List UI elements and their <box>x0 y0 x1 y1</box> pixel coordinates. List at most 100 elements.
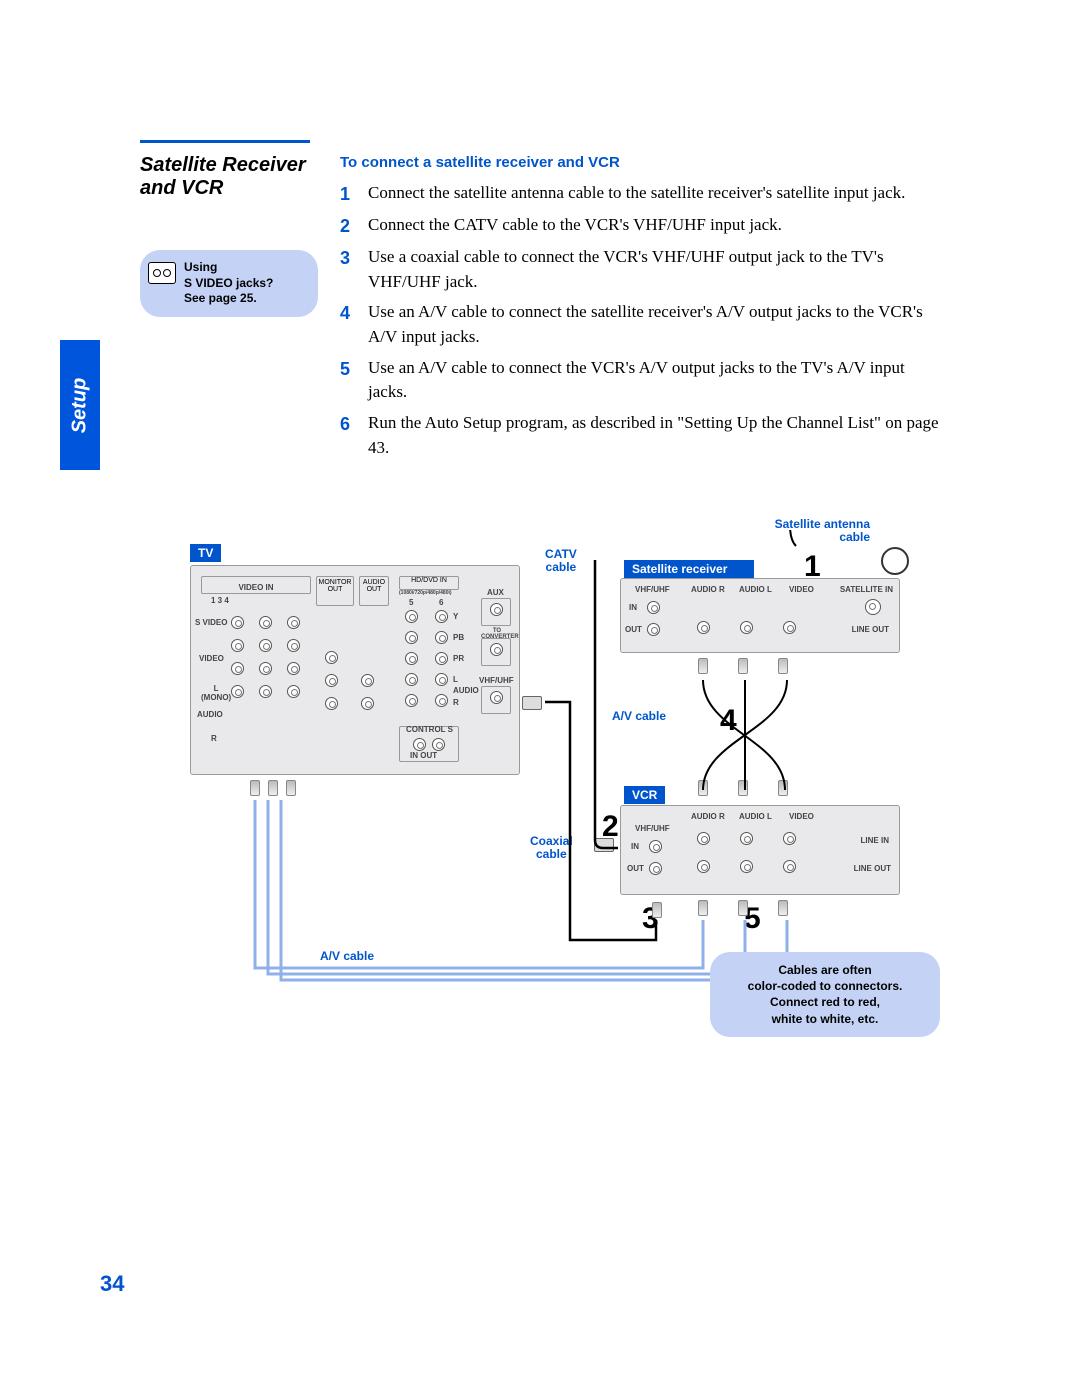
jack-icon <box>435 673 448 686</box>
tv-r2: R <box>453 698 459 707</box>
jack-icon <box>231 639 244 652</box>
tv-vhf: VHF/UHF <box>479 676 514 685</box>
jack-icon <box>405 610 418 623</box>
sat-panel: VHF/UHF IN OUT AUDIO R AUDIO L VIDEO SAT… <box>620 578 900 653</box>
plug-icon <box>778 658 788 674</box>
vcr-vhf: VHF/UHF <box>635 824 670 833</box>
wiring-diagram: TV Satellite receiver VCR CATV cable Sat… <box>150 530 940 1070</box>
hint-l3: See page 25. <box>184 291 257 305</box>
svideo-icon <box>148 262 176 284</box>
plug-icon <box>778 900 788 916</box>
section-title: Satellite Receiver and VCR <box>140 154 320 200</box>
jack-icon <box>287 616 300 629</box>
jack-icon <box>649 840 662 853</box>
tv-aux: AUX <box>487 588 504 597</box>
jack-icon <box>287 685 300 698</box>
plug-icon <box>738 780 748 796</box>
step-text: Use an A/V cable to connect the VCR's A/… <box>368 356 940 405</box>
cable-note-text: Cables are often color-coded to connecto… <box>748 963 903 1026</box>
jack-icon <box>231 616 244 629</box>
jack-icon <box>259 662 272 675</box>
tv-l2: L <box>453 675 458 684</box>
jack-icon <box>432 738 445 751</box>
jack-icon <box>740 860 753 873</box>
tv-col6: 6 <box>439 598 443 607</box>
hint-l2: S VIDEO jacks? <box>184 276 273 290</box>
jack-icon <box>740 621 753 634</box>
vcr-vid: VIDEO <box>789 812 814 821</box>
tv-hddvd: HD/DVD IN <box>399 576 459 590</box>
jack-icon <box>405 631 418 644</box>
step-list: 1Connect the satellite antenna cable to … <box>340 181 940 460</box>
sat-vhf: VHF/UHF <box>635 585 670 594</box>
jack-icon <box>435 610 448 623</box>
jack-icon <box>405 673 418 686</box>
chapter-tab: Setup <box>60 340 100 470</box>
tv-r-lbl: R <box>211 734 217 743</box>
tv-cols: 1 3 4 <box>211 596 229 605</box>
tv-video-in: VIDEO IN <box>238 583 273 592</box>
section-title-l1: Satellite Receiver <box>140 154 306 176</box>
sat-vid: VIDEO <box>789 585 814 594</box>
jack-icon <box>413 738 426 751</box>
jack-icon <box>740 832 753 845</box>
av-cable-2-label: A/V cable <box>320 950 374 963</box>
cable-color-note: Cables are often color-coded to connecto… <box>710 952 940 1037</box>
jack-icon <box>697 860 710 873</box>
step-item: 2Connect the CATV cable to the VCR's VHF… <box>340 213 940 239</box>
jack-icon <box>361 697 374 710</box>
jack-icon <box>649 862 662 875</box>
plug-icon <box>286 780 296 796</box>
document-page: Setup Satellite Receiver and VCR Using S… <box>100 140 980 151</box>
tv-panel: VIDEO IN 1 3 4 MONITOR OUT AUDIO OUT HD/… <box>190 565 520 775</box>
jack-icon <box>231 662 244 675</box>
step-num: 3 <box>340 245 368 294</box>
tv-inout: IN OUT <box>410 751 437 760</box>
step-text: Use an A/V cable to connect the satellit… <box>368 300 940 349</box>
jack-icon <box>647 601 660 614</box>
jack-icon <box>287 639 300 652</box>
tv-toconv: TO CONVERTER <box>481 628 513 640</box>
coax-connector-icon <box>522 696 542 710</box>
sat-al: AUDIO L <box>739 585 772 594</box>
step-item: 6Run the Auto Setup program, as describe… <box>340 411 940 460</box>
step-num: 5 <box>340 356 368 405</box>
sat-in: IN <box>629 603 637 612</box>
vcr-panel: VHF/UHF IN OUT AUDIO R AUDIO L VIDEO LIN… <box>620 805 900 895</box>
step-text: Connect the CATV cable to the VCR's VHF/… <box>368 213 940 239</box>
jack-icon <box>435 652 448 665</box>
sat-label: Satellite receiver <box>624 560 754 578</box>
vcr-label: VCR <box>624 786 665 804</box>
jack-icon <box>259 685 272 698</box>
jack-icon <box>405 652 418 665</box>
av-cable-1-label: A/V cable <box>612 710 666 723</box>
catv-cable-label: CATV cable <box>545 548 577 574</box>
jack-icon <box>435 631 448 644</box>
step-item: 4Use an A/V cable to connect the satelli… <box>340 300 940 349</box>
tv-svideo-lbl: S VIDEO <box>195 618 227 627</box>
plug-icon <box>698 658 708 674</box>
hint-bubble: Using S VIDEO jacks? See page 25. <box>140 250 318 317</box>
plug-icon <box>652 902 662 918</box>
coax-label: Coaxial cable <box>530 835 573 861</box>
tv-label: TV <box>190 544 221 562</box>
tv-audio-lbl: AUDIO <box>197 710 223 719</box>
jack-icon <box>325 697 338 710</box>
plug-icon <box>738 900 748 916</box>
hint-l1: Using <box>184 260 217 274</box>
step-text: Use a coaxial cable to connect the VCR's… <box>368 245 940 294</box>
vcr-out: OUT <box>627 864 644 873</box>
jack-icon <box>490 691 503 704</box>
section-title-l2: and VCR <box>140 177 223 199</box>
tv-col5: 5 <box>409 598 413 607</box>
jack-icon <box>259 639 272 652</box>
tv-video-lbl: VIDEO <box>199 654 224 663</box>
jack-icon <box>697 832 710 845</box>
coax-connector-icon <box>594 838 614 852</box>
jack-icon <box>647 623 660 636</box>
sidebar-column: Satellite Receiver and VCR Using S VIDEO… <box>140 154 320 317</box>
jack-icon <box>231 685 244 698</box>
step-num: 2 <box>340 213 368 239</box>
step-item: 1Connect the satellite antenna cable to … <box>340 181 940 207</box>
step-num: 1 <box>340 181 368 207</box>
